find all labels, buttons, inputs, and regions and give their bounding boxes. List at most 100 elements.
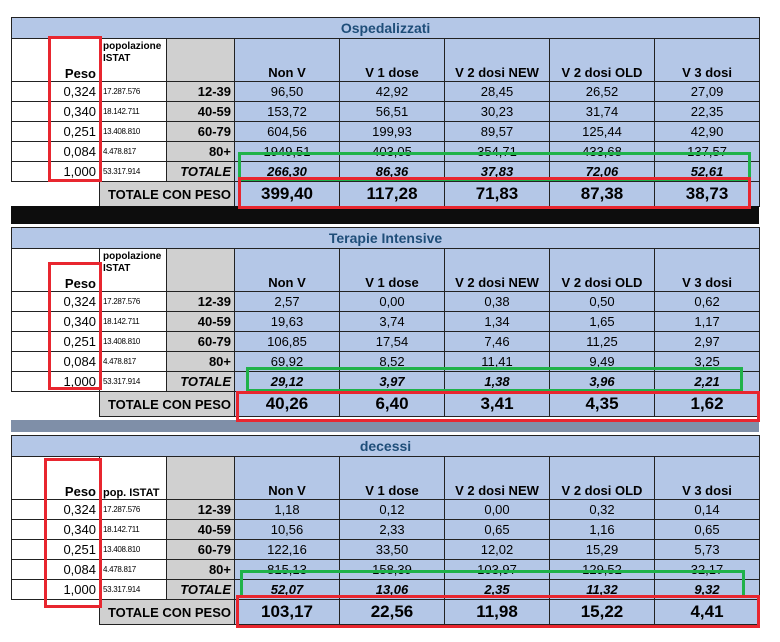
- value-cell: 433,68: [549, 141, 655, 162]
- value-cell: 42,90: [653, 121, 761, 142]
- weight-cell: 0,084: [11, 559, 100, 580]
- weighted-total-cell: 38,73: [653, 181, 761, 207]
- value-cell: 2,57: [234, 291, 340, 312]
- totale-cell: 3,96: [549, 371, 655, 392]
- value-cell: 158,39: [339, 559, 445, 580]
- value-cell: 0,38: [444, 291, 550, 312]
- value-cell: 0,14: [654, 499, 760, 520]
- totale-label: TOTALE: [166, 579, 235, 600]
- table-row: 0,324 17.287.576 12-39 96,50 42,92 28,45…: [11, 81, 761, 102]
- age-group-cell: 12-39: [166, 81, 235, 102]
- value-cell: 10,56: [234, 519, 340, 540]
- weight-cell: 0,324: [11, 81, 100, 102]
- value-cell: 3,25: [653, 351, 761, 372]
- value-cell: 22,35: [653, 101, 761, 122]
- population-cell: 53.317.914: [99, 161, 167, 182]
- totale-cell: 72,06: [549, 161, 655, 182]
- column-header: Non V: [234, 38, 340, 82]
- value-cell: 1,34: [444, 311, 550, 332]
- population-cell: 18.142.711: [99, 101, 167, 122]
- weighted-total-cell: 15,22: [549, 599, 655, 625]
- totale-cell: 52,07: [234, 579, 340, 600]
- popolazione-header: popolazione ISTAT: [99, 38, 167, 82]
- weight-cell: 0,084: [11, 351, 100, 372]
- value-cell: 815,13: [234, 559, 340, 580]
- value-cell: 31,74: [549, 101, 655, 122]
- value-cell: 11,41: [444, 351, 550, 372]
- totale-con-peso-label: TOTALE CON PESO: [99, 599, 235, 625]
- weighted-total-cell: 4,41: [654, 599, 760, 625]
- weight-cell: 0,251: [11, 121, 100, 142]
- weight-cell: 1,000: [11, 579, 100, 600]
- column-header: V 1 dose: [339, 38, 445, 82]
- age-group-cell: 80+: [166, 141, 235, 162]
- population-cell: 13.408.810: [99, 539, 167, 560]
- column-header: V 2 dosi OLD: [549, 38, 655, 82]
- weighted-total-cell: 117,28: [339, 181, 445, 207]
- value-cell: 1,65: [549, 311, 655, 332]
- value-cell: 403,05: [339, 141, 445, 162]
- column-header: V 3 dosi: [653, 38, 761, 82]
- table-row: 0,340 18.142.711 40-59 10,56 2,33 0,65 1…: [11, 519, 760, 540]
- totale-cell: 2,35: [444, 579, 550, 600]
- value-cell: 1,16: [549, 519, 655, 540]
- weighted-total-cell: 4,35: [549, 391, 655, 417]
- value-cell: 2,97: [653, 331, 761, 352]
- table-decessi: decessi Peso pop. ISTAT Non V V 1 dose V…: [11, 435, 760, 625]
- column-header: V 2 dosi NEW: [444, 248, 550, 292]
- column-header: V 2 dosi OLD: [549, 456, 655, 500]
- population-cell: 13.408.810: [99, 331, 167, 352]
- value-cell: 12,02: [444, 539, 550, 560]
- section-title: Ospedalizzati: [10, 17, 761, 39]
- totale-cell: 52,61: [653, 161, 761, 182]
- value-cell: 28,45: [444, 81, 550, 102]
- table-terapie-intensive: Terapie Intensive Peso popolazione ISTAT …: [10, 227, 761, 417]
- weight-cell: 0,340: [11, 519, 100, 540]
- value-cell: 56,51: [339, 101, 445, 122]
- population-cell: 53.317.914: [99, 371, 167, 392]
- value-cell: 1,18: [234, 499, 340, 520]
- value-cell: 0,00: [339, 291, 445, 312]
- value-cell: 0,65: [654, 519, 760, 540]
- value-cell: 42,92: [339, 81, 445, 102]
- weight-cell: 0,324: [11, 499, 100, 520]
- age-group-cell: 40-59: [166, 311, 235, 332]
- totale-cell: 13,06: [339, 579, 445, 600]
- population-cell: 4.478.817: [99, 559, 167, 580]
- age-header: [166, 38, 235, 82]
- value-cell: 9,49: [549, 351, 655, 372]
- value-cell: 33,50: [339, 539, 445, 560]
- column-header: V 1 dose: [339, 456, 445, 500]
- value-cell: 96,50: [234, 81, 340, 102]
- totale-label: TOTALE: [166, 161, 235, 182]
- weighted-total-cell: 103,17: [234, 599, 340, 625]
- table-row: 0,324 17.287.576 12-39 1,18 0,12 0,00 0,…: [11, 499, 760, 520]
- weighted-total-cell: 1,62: [653, 391, 761, 417]
- totale-cell: 29,12: [234, 371, 340, 392]
- totale-cell: 266,30: [234, 161, 340, 182]
- weight-cell: 1,000: [11, 371, 100, 392]
- value-cell: 199,93: [339, 121, 445, 142]
- value-cell: 89,57: [444, 121, 550, 142]
- totale-cell: 86,36: [339, 161, 445, 182]
- population-cell: 17.287.576: [99, 291, 167, 312]
- value-cell: 125,44: [549, 121, 655, 142]
- population-cell: 17.287.576: [99, 499, 167, 520]
- weighted-total-cell: 71,83: [444, 181, 550, 207]
- value-cell: 11,25: [549, 331, 655, 352]
- value-cell: 1949,51: [234, 141, 340, 162]
- value-cell: 0,62: [653, 291, 761, 312]
- column-header: Non V: [234, 248, 340, 292]
- weight-cell: 0,251: [11, 331, 100, 352]
- popolazione-header: popolazione ISTAT: [99, 248, 167, 292]
- value-cell: 8,52: [339, 351, 445, 372]
- column-header: V 1 dose: [339, 248, 445, 292]
- value-cell: 103,97: [444, 559, 550, 580]
- population-cell: 4.478.817: [99, 141, 167, 162]
- value-cell: 15,29: [549, 539, 655, 560]
- age-group-cell: 60-79: [166, 331, 235, 352]
- totale-con-peso-row: TOTALE CON PESO 103,17 22,56 11,98 15,22…: [11, 599, 760, 625]
- totale-cell: 1,38: [444, 371, 550, 392]
- weighted-total-cell: 11,98: [444, 599, 550, 625]
- age-group-cell: 60-79: [166, 121, 235, 142]
